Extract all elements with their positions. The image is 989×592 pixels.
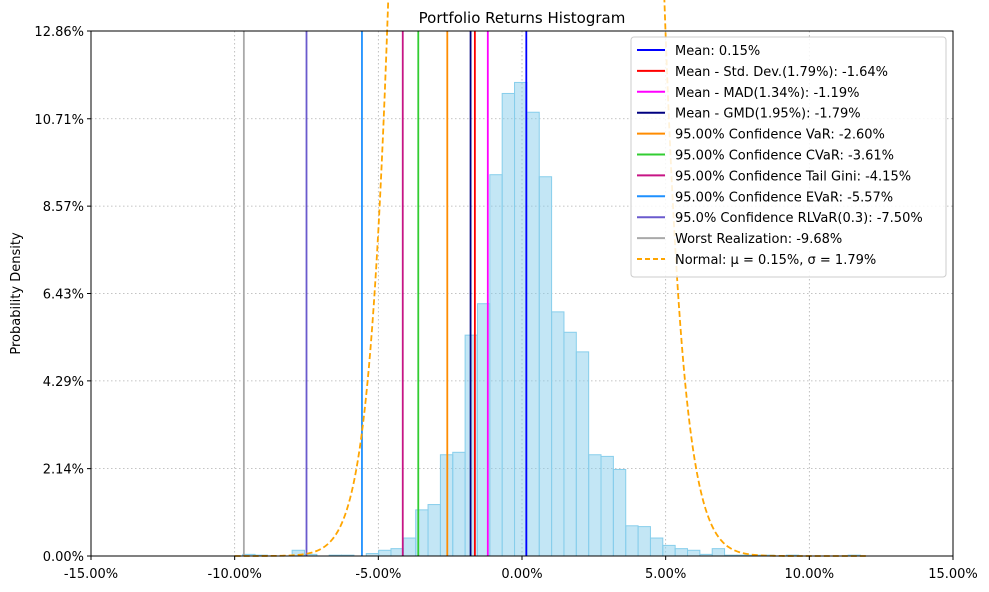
normal-curve (234, 0, 867, 557)
histogram-bar (514, 81, 528, 557)
histogram-bar (551, 311, 565, 557)
x-tick-label: 10.00% (785, 567, 835, 582)
x-tick-label: 15.00% (928, 567, 978, 582)
histogram-bar (563, 331, 577, 557)
legend-label: 95.00% Confidence VaR: -2.60% (675, 128, 885, 143)
histogram-bar (538, 176, 553, 557)
chart-title: Portfolio Returns Histogram (419, 9, 626, 27)
histogram-bar (674, 548, 689, 557)
histogram-bar (390, 548, 404, 557)
legend-label: Worst Realization: -9.68% (675, 232, 842, 247)
x-tick-label: 0.00% (501, 567, 542, 582)
histogram-bar (600, 455, 614, 557)
histogram-bar (427, 504, 441, 557)
y-axis-ticks: 0.00% 2.14% 4.29% 6.43% 8.57% 10.71% 12.86% (34, 25, 91, 565)
histogram-bar (612, 468, 627, 557)
legend-label: Mean: 0.15% (675, 44, 760, 59)
legend-label: Mean - Std. Dev.(1.79%): -1.64% (675, 65, 888, 80)
x-tick-label: -5.00% (355, 567, 401, 582)
histogram-bar (649, 537, 664, 557)
histogram-bar (711, 548, 726, 557)
y-tick-label: 2.14% (43, 463, 84, 478)
legend-box (630, 36, 947, 278)
legend-label: 95.00% Confidence Tail Gini: -4.15% (675, 169, 911, 184)
histogram-bar (489, 174, 503, 557)
y-tick-label: 12.86% (34, 25, 84, 40)
legend-label: Mean - MAD(1.34%): -1.19% (675, 86, 859, 101)
legend-label: 95.00% Confidence EVaR: -5.57% (675, 190, 893, 205)
histogram-bar (637, 526, 651, 557)
histogram-bars (242, 81, 861, 557)
histogram-bar (526, 111, 540, 557)
x-tick-label: 5.00% (645, 567, 686, 582)
y-axis-label: Probability Density (9, 232, 24, 355)
x-axis-ticks: -15.00% -10.00% -5.00% 0.00% 5.00% 10.00% 15.0… (64, 556, 978, 582)
x-tick-label: -15.00% (64, 567, 118, 582)
y-tick-label: 4.29% (43, 375, 84, 390)
histogram-bar (687, 549, 701, 557)
legend-label: 95.0% Confidence RLVaR(0.3): -7.50% (675, 211, 923, 226)
x-tick-label: -10.00% (208, 567, 262, 582)
histogram-bar (575, 351, 590, 557)
histogram-bar (378, 549, 392, 557)
legend-label: Normal: μ = 0.15%, σ = 1.79% (675, 253, 876, 268)
histogram-bar (402, 537, 417, 557)
risk-measure-lines (242, 31, 528, 556)
legend-label: Mean - GMD(1.95%): -1.79% (675, 107, 861, 122)
y-tick-label: 0.00% (43, 550, 84, 565)
legend: Mean: 0.15% Mean - Std. Dev.(1.79%): -1.6… (630, 36, 947, 278)
histogram-bar (452, 451, 466, 557)
y-tick-label: 10.71% (34, 113, 84, 128)
legend-label: 95.00% Confidence CVaR: -3.61% (675, 149, 894, 164)
histogram-bar (625, 525, 639, 557)
histogram-bar (501, 92, 516, 557)
histogram-bar (588, 454, 602, 557)
y-tick-label: 6.43% (43, 288, 84, 303)
histogram-bar (662, 544, 676, 557)
y-tick-label: 8.57% (43, 200, 84, 215)
